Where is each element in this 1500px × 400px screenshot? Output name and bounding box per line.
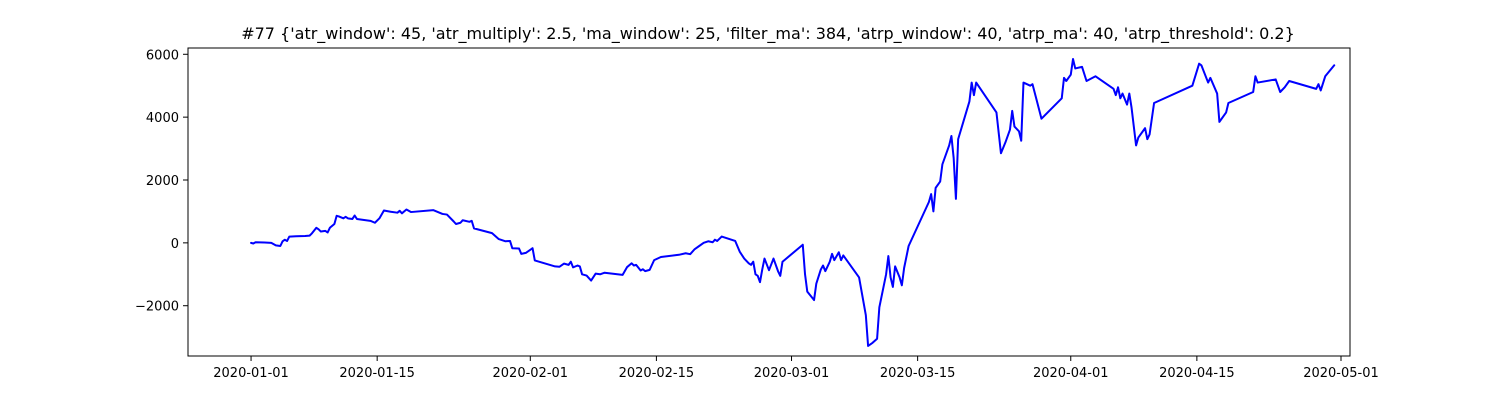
plot-area: [250, 58, 1336, 347]
x-axis: 2020-01-01 2020-01-15 2020-02-01 2020-02-15…: [213, 356, 1379, 381]
y-tick-label: 6000: [146, 48, 179, 63]
x-tick-label: 2020-04-01: [1033, 366, 1109, 381]
y-tick-label: −2000: [135, 300, 179, 315]
plot-frame: [187, 47, 1351, 357]
x-tick-label: 2020-05-01: [1303, 366, 1379, 381]
x-tick-label: 2020-04-15: [1159, 366, 1235, 381]
x-tick-label: 2020-01-15: [339, 366, 415, 381]
series-line-0: [250, 58, 1336, 347]
x-tick-label: 2020-02-15: [619, 366, 695, 381]
x-tick-label: 2020-01-01: [213, 366, 289, 381]
y-tick-label: 4000: [146, 111, 179, 126]
chart-title: #77 {'atr_window': 45, 'atr_multiply': 2…: [241, 24, 1295, 44]
x-tick-label: 2020-03-01: [754, 366, 830, 381]
y-tick-label: 0: [171, 237, 179, 252]
y-axis: −2000 0 2000 4000 6000: [135, 48, 188, 315]
x-tick-label: 2020-03-15: [880, 366, 956, 381]
y-tick-label: 2000: [146, 174, 179, 189]
x-tick-label: 2020-02-01: [493, 366, 569, 381]
